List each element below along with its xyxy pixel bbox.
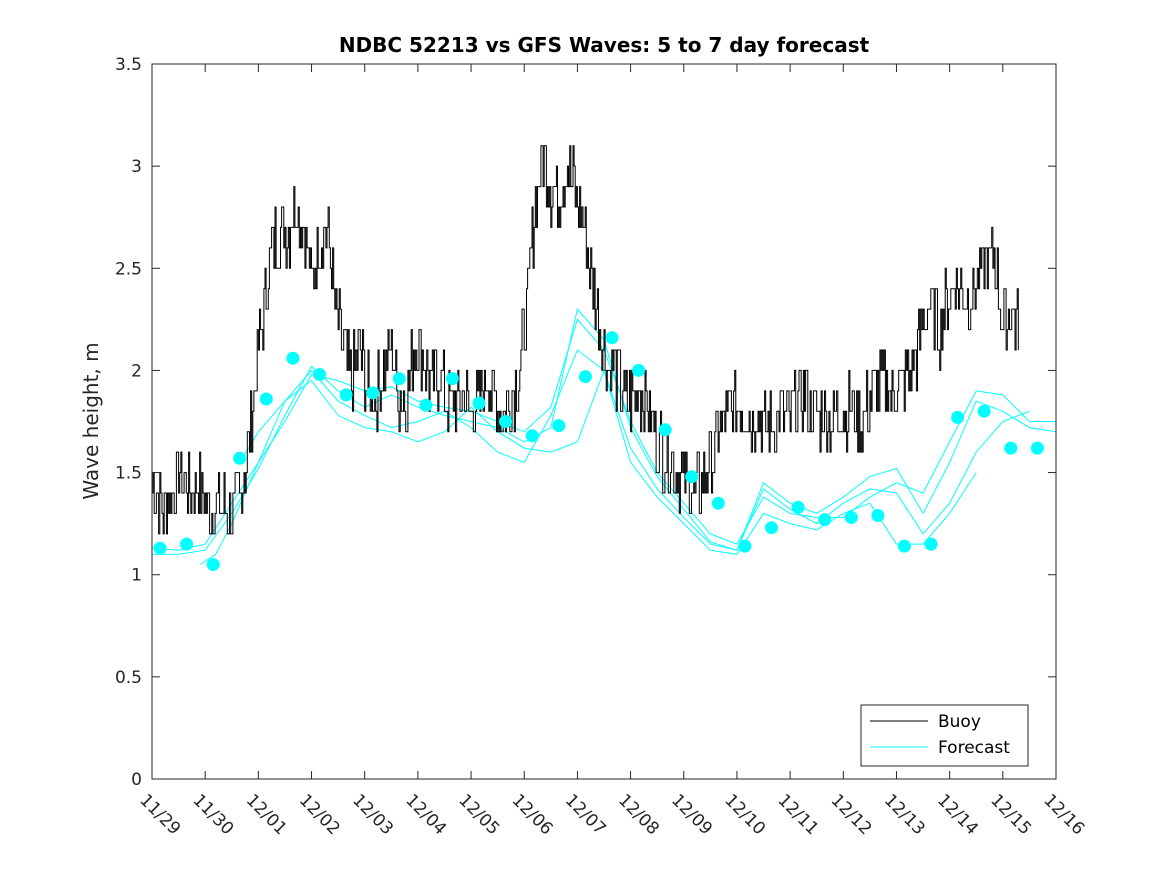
buoy-line: [152, 145, 1019, 535]
forecast-marker: [153, 541, 167, 555]
forecast-marker: [897, 539, 911, 553]
forecast-marker: [605, 331, 619, 345]
forecast-line: [241, 368, 977, 555]
forecast-marker: [366, 386, 380, 400]
forecast-marker: [818, 513, 832, 527]
forecast-marker: [711, 496, 725, 510]
forecast-marker: [951, 410, 965, 424]
forecast-marker: [233, 451, 247, 465]
forecast-marker: [632, 363, 646, 377]
forecast-marker: [844, 511, 858, 524]
forecast-marker: [525, 429, 539, 443]
buoy-series: [152, 145, 1019, 535]
forecast-marker: [658, 423, 672, 437]
legend-buoy-label: Buoy: [938, 712, 981, 732]
forecast-marker: [180, 537, 194, 551]
forecast-marker: [419, 398, 433, 412]
y-tick-label: 1: [131, 566, 142, 586]
y-tick-label: 3.5: [115, 55, 142, 75]
plot-area: [152, 64, 1056, 779]
forecast-marker: [578, 370, 592, 384]
forecast-marker: [206, 558, 220, 571]
y-axis-label: Wave height, m: [79, 342, 103, 499]
legend-box: [860, 704, 1029, 767]
legend: Buoy Forecast: [860, 704, 1029, 767]
forecast-marker: [392, 372, 406, 386]
chart-title: NDBC 52213 vs GFS Waves: 5 to 7 day fore…: [339, 33, 870, 57]
forecast-marker: [472, 396, 486, 410]
y-tick-label: 3: [131, 157, 142, 177]
forecast-marker: [791, 500, 805, 514]
y-tick-label: 0.5: [115, 668, 142, 688]
forecast-markers: [153, 331, 1044, 571]
forecast-marker: [685, 470, 699, 484]
y-tick-label: 1.5: [115, 464, 142, 484]
forecast-marker: [313, 368, 326, 381]
forecast-marker: [339, 388, 353, 402]
forecast-marker: [977, 404, 991, 418]
forecast-marker: [738, 539, 752, 553]
forecast-marker: [286, 351, 300, 365]
y-tick-label: 2.5: [115, 259, 142, 279]
forecast-marker: [1030, 441, 1044, 455]
legend-forecast-label: Forecast: [938, 738, 1010, 758]
forecast-marker: [259, 392, 273, 406]
forecast-marker: [499, 415, 513, 428]
forecast-marker: [445, 372, 459, 386]
y-tick-label: 2: [131, 361, 142, 381]
forecast-marker: [1004, 441, 1018, 455]
forecast-marker: [765, 521, 778, 535]
plot-frame: [151, 63, 1057, 780]
forecast-marker: [552, 419, 566, 433]
forecast-marker: [871, 509, 885, 522]
y-tick-label: 0: [131, 770, 142, 790]
forecast-marker: [924, 537, 938, 551]
